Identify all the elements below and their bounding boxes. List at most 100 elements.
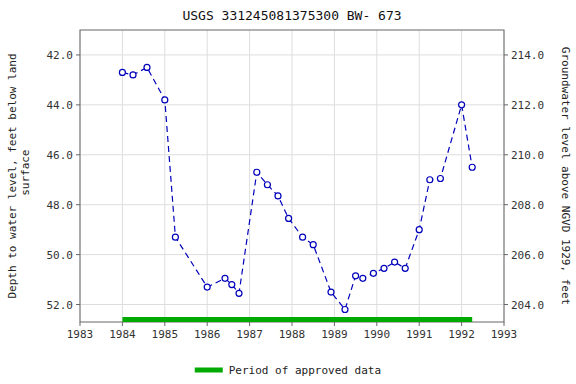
y2-tick <box>504 204 508 205</box>
x-tick <box>249 322 250 326</box>
legend-swatch <box>195 368 223 373</box>
data-point <box>310 242 316 248</box>
x-grid-line <box>419 30 420 322</box>
data-point <box>162 97 168 103</box>
data-point <box>459 102 465 108</box>
y-grid-line <box>80 204 504 205</box>
x-grid-line <box>249 30 250 322</box>
data-point <box>286 215 292 221</box>
data-point <box>370 270 376 276</box>
data-point <box>144 64 150 70</box>
x-grid-line <box>207 30 208 322</box>
chart: 1983 1984 1985 1986 1987 1988 1989 1990 1991 1992… <box>0 0 576 384</box>
y2-tick-label: 214.0 <box>511 49 544 62</box>
data-point <box>222 275 228 281</box>
data-point <box>204 284 210 290</box>
title: USGS 331245081375300 BW- 673 <box>182 8 401 23</box>
y2-tick <box>504 54 508 55</box>
data-point <box>275 193 281 199</box>
data-point <box>416 227 422 233</box>
data-point <box>469 164 475 170</box>
data-point <box>300 234 306 240</box>
data-point <box>381 265 387 271</box>
grid <box>80 30 504 322</box>
y-grid-line <box>80 54 504 55</box>
data-layer <box>119 64 475 322</box>
y-axis-label-line: Depth to water level, feet below land <box>6 53 19 298</box>
x-tick-label: 1991 <box>406 328 433 341</box>
x-grid-line <box>334 30 335 322</box>
x-tick-label: 1987 <box>236 328 263 341</box>
data-point <box>342 307 348 313</box>
data-point <box>172 234 178 240</box>
data-point <box>119 69 125 75</box>
y2-tick-label: 210.0 <box>511 149 544 162</box>
data-point <box>254 169 260 175</box>
y-grid-line <box>80 304 504 305</box>
y-axis-label-line: surface <box>19 150 32 203</box>
x-tick-label: 1992 <box>448 328 475 341</box>
y-tick-label: 46.0 <box>47 149 74 162</box>
x-tick <box>80 322 81 326</box>
x-tick-label: 1985 <box>152 328 179 341</box>
x-tick <box>164 322 165 326</box>
data-point <box>328 289 334 295</box>
y2-tick <box>504 304 508 305</box>
y2-tick-label: 204.0 <box>511 299 544 312</box>
y-tick <box>76 154 80 155</box>
background <box>0 0 576 384</box>
x-tick <box>122 322 123 326</box>
x-tick <box>376 322 377 326</box>
y2-tick <box>504 154 508 155</box>
data-line <box>122 67 472 309</box>
x-tick <box>334 322 335 326</box>
legend: Period of approved data <box>195 364 381 377</box>
x-tick-label: 1983 <box>67 328 94 341</box>
x-grid-line <box>292 30 293 322</box>
x-tick-label: 1988 <box>279 328 306 341</box>
y2-tick <box>504 254 508 255</box>
data-point <box>360 275 366 281</box>
y2-tick-label: 208.0 <box>511 199 544 212</box>
data-point <box>437 175 443 181</box>
y-tick <box>76 54 80 55</box>
legend-label: Period of approved data <box>229 364 381 377</box>
y2-axis-label: Groundwater level above NGVD 1929, feet <box>559 47 572 305</box>
y-tick-label: 48.0 <box>47 199 74 212</box>
y2-tick-label: 206.0 <box>511 249 544 262</box>
data-point <box>264 182 270 188</box>
x-grid-line <box>376 30 377 322</box>
y-tick <box>76 104 80 105</box>
data-point <box>402 265 408 271</box>
axes: 1983 1984 1985 1986 1987 1988 1989 1990 1991 1992… <box>47 49 545 341</box>
x-grid-line <box>164 30 165 322</box>
x-tick-label: 1984 <box>109 328 136 341</box>
y2-tick <box>504 104 508 105</box>
plot-frame <box>80 30 504 322</box>
y-axis-label: Depth to water level, feet below land su… <box>6 53 32 298</box>
data-point <box>353 273 359 279</box>
y-grid-line <box>80 104 504 105</box>
x-tick-label: 1990 <box>364 328 391 341</box>
y-grid-line <box>80 254 504 255</box>
y-tick-label: 42.0 <box>47 49 74 62</box>
data-point <box>229 282 235 288</box>
data-point <box>130 72 136 78</box>
x-tick <box>292 322 293 326</box>
y-tick-label: 52.0 <box>47 299 74 312</box>
x-tick-label: 1989 <box>321 328 348 341</box>
data-point <box>392 259 398 265</box>
y-tick-label: 44.0 <box>47 99 74 112</box>
y-tick <box>76 254 80 255</box>
y-tick <box>76 304 80 305</box>
y-tick-label: 50.0 <box>47 249 74 262</box>
data-point <box>236 290 242 296</box>
x-tick <box>461 322 462 326</box>
x-grid-line <box>461 30 462 322</box>
x-tick <box>504 322 505 326</box>
y-grid-line <box>80 154 504 155</box>
x-tick <box>207 322 208 326</box>
x-tick-label: 1986 <box>194 328 221 341</box>
y2-tick-label: 212.0 <box>511 99 544 112</box>
x-tick <box>419 322 420 326</box>
